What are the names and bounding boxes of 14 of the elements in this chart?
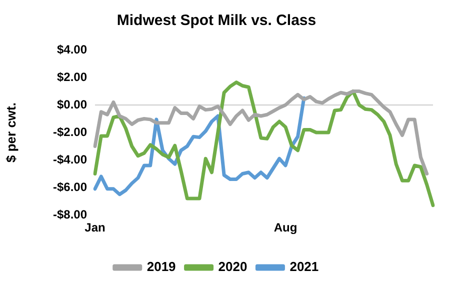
chart-title: Midwest Spot Milk vs. Class [116,12,316,30]
y-axis-title: $ per cwt. [3,102,18,162]
y-tick-label: -$8.00 [52,207,88,222]
y-tick-label: -$2.00 [52,124,88,139]
legend-label: 2020 [218,259,248,274]
y-tick-label: $2.00 [56,70,88,84]
y-tick-label: $4.00 [56,42,88,56]
legend-label: 2019 [146,259,176,274]
x-tick-label: Aug [274,220,298,235]
y-tick-label: -$6.00 [52,180,88,194]
y-tick-label: -$4.00 [52,152,88,166]
x-tick-label: Jan [84,220,106,235]
legend-label: 2021 [290,259,319,274]
y-tick-label: $0.00 [56,97,88,112]
